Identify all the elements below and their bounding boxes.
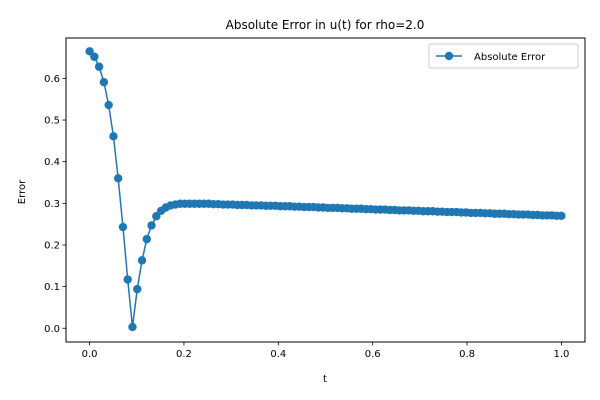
chart-title: Absolute Error in u(t) for rho=2.0 — [226, 18, 425, 32]
y-tick-label: 0.5 — [44, 116, 60, 127]
data-point — [152, 212, 161, 221]
y-tick-label: 0.0 — [44, 324, 60, 335]
y-axis-label: Error — [17, 179, 28, 204]
y-tick-label: 0.4 — [44, 157, 60, 168]
data-point — [133, 284, 142, 294]
data-point — [557, 211, 566, 221]
data-point — [118, 222, 128, 232]
x-tick-label: 0.4 — [270, 349, 286, 360]
legend: Absolute Error — [428, 43, 579, 69]
data-point — [137, 256, 147, 265]
axes: 0.0 0.2 0.4 0.6 0.8 1.0 0.0 0.1 0.2 0.3 0.4 0.5 0.6 — [44, 37, 586, 360]
data-point — [128, 322, 137, 332]
x-tick-label: 0.0 — [82, 349, 98, 360]
y-tick-label: 0.2 — [44, 240, 60, 251]
data-point — [94, 62, 104, 71]
x-tick-label: 1.0 — [553, 349, 569, 360]
data-point — [90, 52, 99, 61]
data-point — [113, 174, 123, 183]
data-point — [104, 100, 113, 110]
x-tick-label: 0.2 — [176, 349, 192, 360]
y-tick-label: 0.3 — [44, 199, 60, 210]
x-tick-label: 0.6 — [365, 349, 381, 360]
x-axis-label: t — [323, 374, 327, 385]
axes-frame — [65, 37, 586, 343]
y-tick-label: 0.1 — [44, 282, 60, 293]
legend-label: Absolute Error — [474, 52, 546, 63]
legend-box — [428, 43, 579, 69]
y-tick-label: 0.6 — [44, 74, 60, 85]
data-point — [109, 132, 118, 141]
legend-marker-swatch — [444, 51, 454, 61]
x-tick-label: 0.8 — [459, 349, 475, 360]
data-point — [147, 221, 156, 230]
data-point — [123, 275, 132, 284]
data-point — [99, 77, 109, 87]
data-point — [142, 234, 151, 244]
plot-area — [85, 47, 566, 332]
data-point — [85, 47, 94, 56]
